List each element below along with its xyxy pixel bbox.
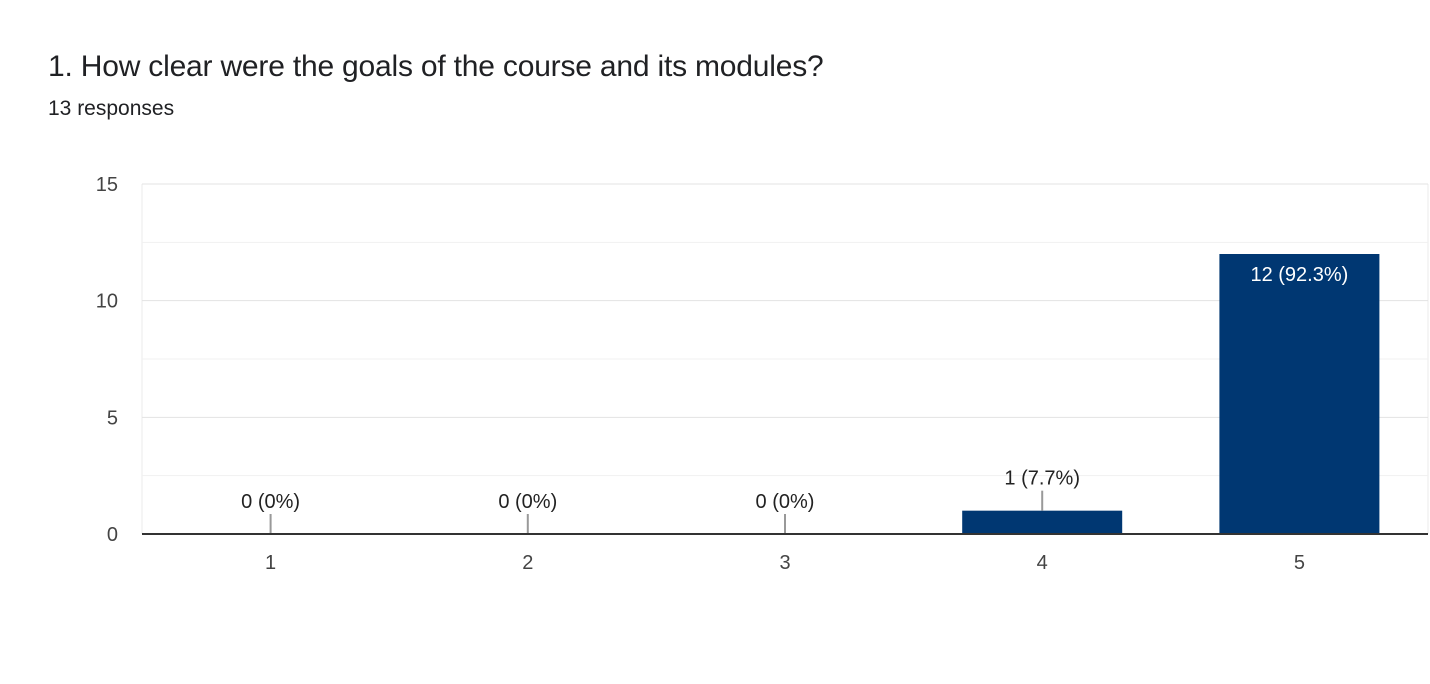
- label-leaders: [269, 490, 1044, 534]
- bar-4: [962, 510, 1123, 534]
- response-count: 13 responses: [48, 97, 175, 120]
- y-tick-label: 15: [96, 174, 118, 196]
- data-label-1: 0 (0%): [241, 491, 300, 513]
- x-tick-label-2: 2: [522, 552, 533, 574]
- data-label-4: 1 (7.7%): [1004, 468, 1080, 490]
- x-tick-label-4: 4: [1037, 552, 1048, 574]
- x-tick-label-1: 1: [265, 552, 276, 574]
- bars: [962, 254, 1380, 534]
- y-tick-label: 10: [96, 291, 118, 313]
- bar-5: [1219, 254, 1380, 534]
- y-tick-label: 0: [107, 524, 118, 546]
- data-label-3: 0 (0%): [756, 491, 815, 513]
- grid-lines: [141, 183, 1429, 534]
- y-tick-label: 5: [107, 407, 118, 429]
- question-title: 1. How clear were the goals of the cours…: [48, 50, 824, 83]
- x-tick-label-3: 3: [779, 552, 790, 574]
- data-label-2: 0 (0%): [498, 491, 557, 513]
- data-labels: 0 (0%) 0 (0%) 0 (0%) 1 (7.7%) 12 (92.3%): [241, 264, 1348, 513]
- data-label-5: 12 (92.3%): [1250, 264, 1348, 286]
- y-axis-ticks: 0 5 10 15: [96, 174, 118, 546]
- x-axis-ticks: 1 2 3 4 5: [265, 552, 1305, 574]
- x-tick-label-5: 5: [1294, 552, 1305, 574]
